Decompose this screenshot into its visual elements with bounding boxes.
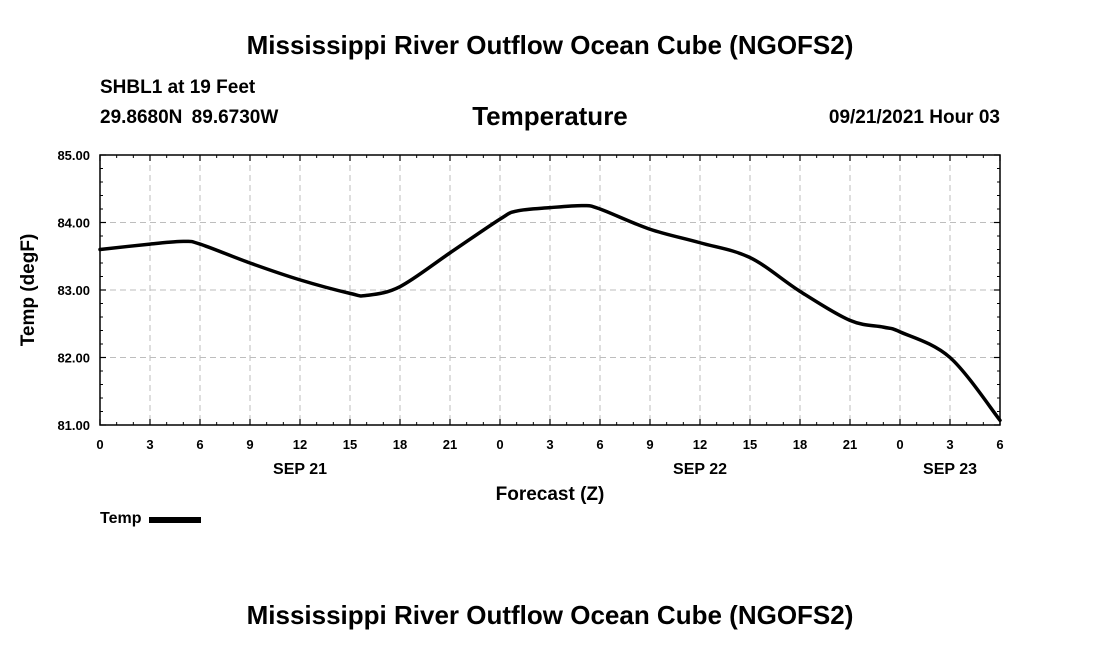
x-tick-label: 3 (546, 437, 553, 452)
x-tick-label: 15 (743, 437, 757, 452)
x-tick-label: 9 (646, 437, 653, 452)
legend-swatch-temp (149, 517, 202, 523)
x-axis-title: Forecast (Z) (496, 484, 605, 505)
x-tick-label: 6 (596, 437, 603, 452)
x-tick-label: 15 (343, 437, 357, 452)
x-tick-label: 0 (896, 437, 903, 452)
x-tick-label: 6 (996, 437, 1003, 452)
x-day-label: SEP 21 (273, 461, 327, 478)
x-tick-label: 6 (196, 437, 203, 452)
x-day-label: SEP 23 (923, 461, 977, 478)
y-tick-label: 84.00 (57, 216, 90, 231)
x-tick-label: 21 (443, 437, 457, 452)
x-day-label: SEP 22 (673, 461, 727, 478)
x-tick-label: 21 (843, 437, 857, 452)
x-tick-label: 0 (96, 437, 103, 452)
y-tick-label: 81.00 (57, 418, 90, 433)
chart-footer-title: Mississippi River Outflow Ocean Cube (NG… (246, 600, 854, 630)
forecast-datetime: 09/21/2021 Hour 03 (828, 107, 1000, 128)
station-label: SHBL1 at 19 Feet (100, 77, 256, 98)
y-tick-label: 83.00 (57, 283, 90, 298)
x-tick-label: 3 (946, 437, 953, 452)
plot-frame (99, 154, 1001, 426)
y-axis-title: Temp (degF) (18, 234, 39, 347)
legend-label-temp: Temp (100, 510, 142, 527)
x-tick-label: 0 (496, 437, 503, 452)
chart-subtitle: Temperature (472, 101, 628, 131)
y-tick-label: 85.00 (57, 148, 90, 163)
grid-lines (100, 155, 1000, 425)
temp-series-line (98, 203, 1002, 423)
x-tick-label: 18 (793, 437, 807, 452)
x-tick-label: 3 (146, 437, 153, 452)
y-tick-label: 82.00 (57, 351, 90, 366)
legend: Temp (100, 510, 202, 528)
axis-labels: 0 3 6 9 12 15 18 21 0 3 6 9 12 15 18 21 0 3 6 81.00 82.00 83.… (57, 148, 1003, 478)
chart-main-title: Mississippi River Outflow Ocean Cube (NG… (246, 30, 854, 60)
station-coordinates: 29.8680N 89.6730W (100, 107, 279, 128)
x-tick-label: 12 (693, 437, 707, 452)
x-tick-label: 12 (293, 437, 307, 452)
x-tick-label: 9 (246, 437, 253, 452)
x-tick-label: 18 (393, 437, 407, 452)
